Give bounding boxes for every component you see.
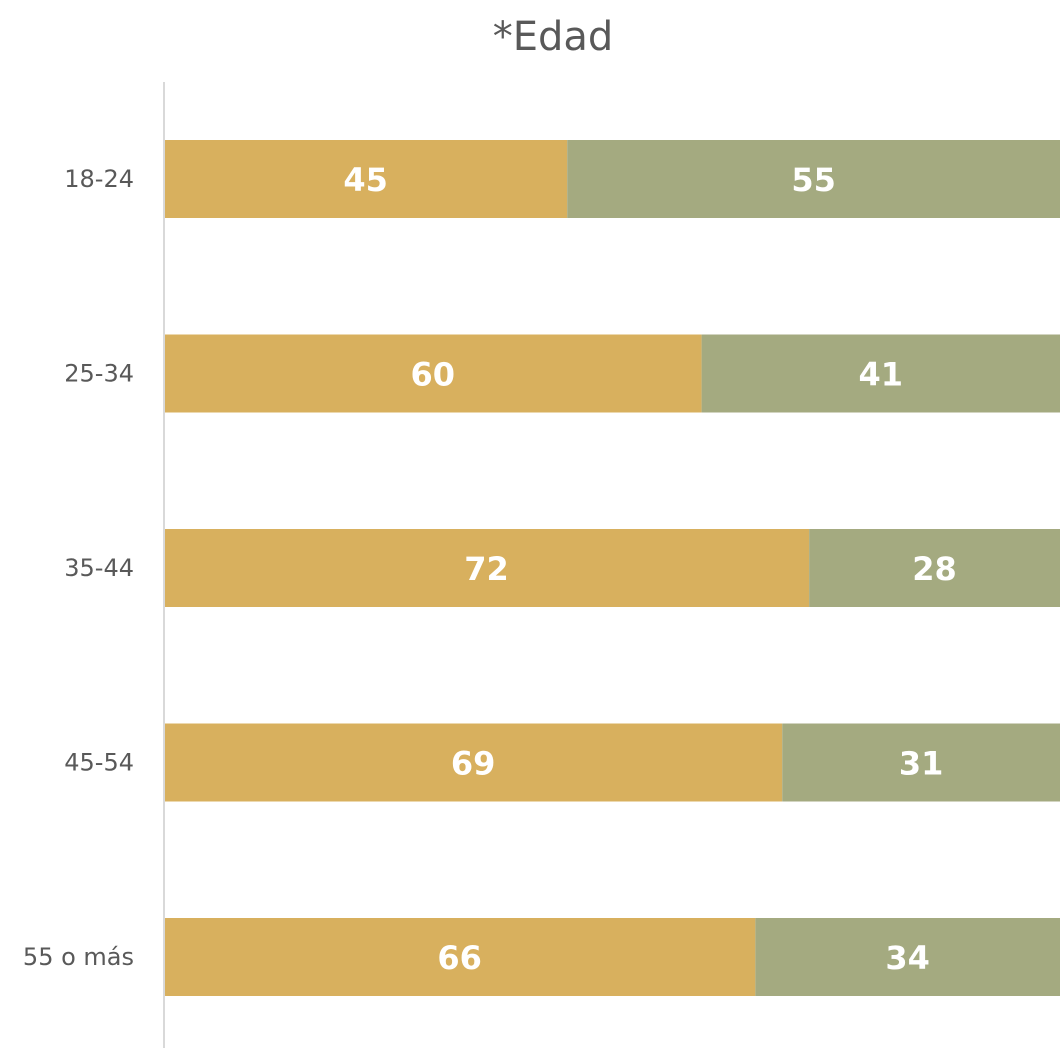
bar-segment-series-1 (164, 140, 568, 218)
data-labels-layer: 45 55 60 41 72 28 69 31 66 34 (343, 161, 956, 977)
category-tick-label: 18-24 (64, 165, 134, 193)
category-tick-label: 45-54 (64, 749, 134, 777)
data-label: 60 (411, 356, 456, 394)
bar-segment-series-2 (782, 723, 1060, 802)
data-label: 55 (791, 161, 836, 199)
chart-title: *Edad (493, 14, 614, 60)
category-ticks-layer: 18-24 25-34 35-44 45-54 55 o más (23, 165, 134, 971)
bar-segment-series-2 (809, 529, 1060, 607)
bar-segment-series-2 (701, 334, 1060, 413)
bar-segment-series-1 (164, 334, 702, 413)
bar-segment-series-1 (164, 723, 783, 802)
bar-segment-series-2 (755, 918, 1060, 996)
bar-segment-series-2 (567, 140, 1060, 218)
bar-segment-series-1 (164, 529, 810, 607)
data-label: 69 (451, 745, 496, 783)
bars-layer (164, 140, 1060, 996)
data-label: 66 (437, 939, 482, 977)
data-label: 45 (343, 161, 388, 199)
data-label: 28 (912, 550, 957, 588)
category-tick-label: 25-34 (64, 360, 134, 388)
data-label: 31 (899, 745, 944, 783)
data-label: 41 (859, 356, 904, 394)
data-label: 72 (464, 550, 509, 588)
category-tick-label: 55 o más (23, 943, 134, 971)
data-label: 34 (885, 939, 930, 977)
category-tick-label: 35-44 (64, 554, 134, 582)
bar-segment-series-1 (164, 918, 756, 996)
